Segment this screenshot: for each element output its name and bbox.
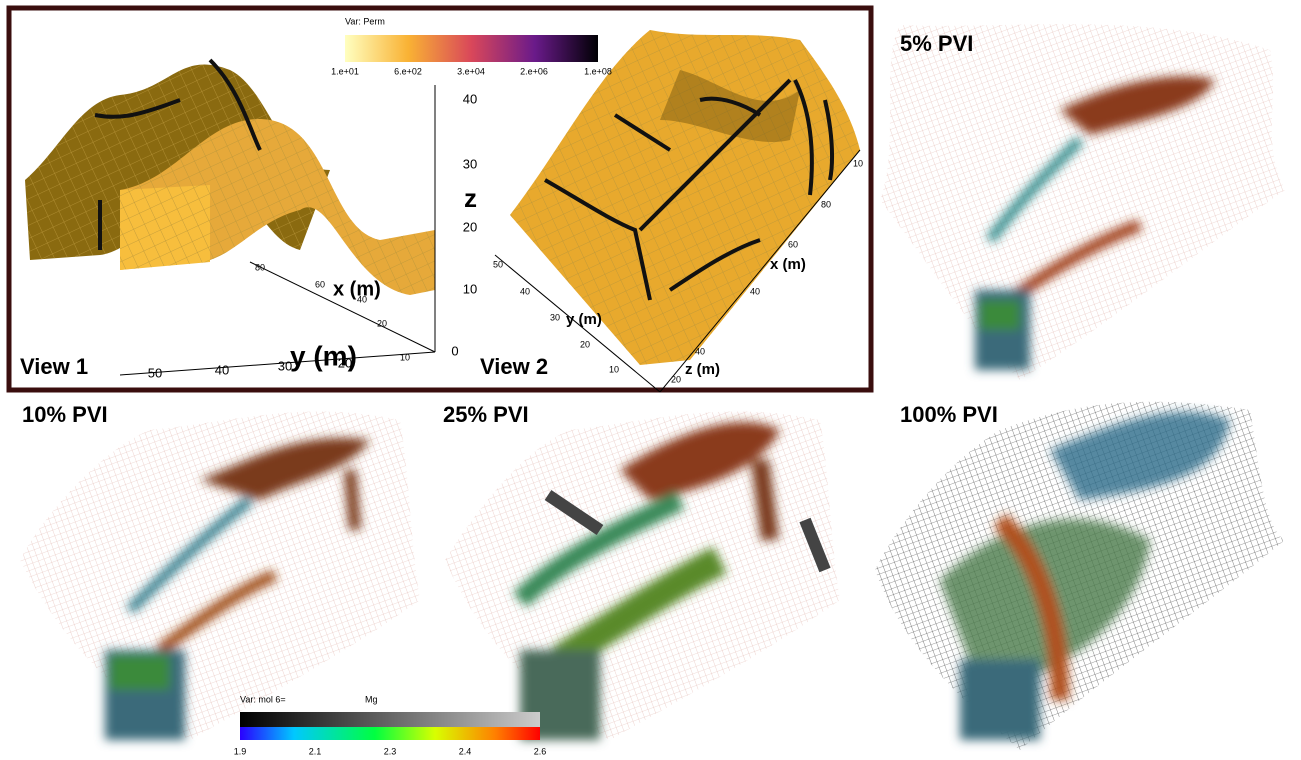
tick-label: 10 (853, 158, 863, 168)
tick-label: 20 (580, 339, 590, 349)
tick-label: 3.e+04 (457, 66, 485, 76)
tick-label: 10 (609, 364, 619, 374)
tick-label: 40 (357, 294, 367, 304)
tick-label: 50 (493, 259, 503, 269)
tick-label: 2.3 (384, 746, 397, 756)
panel-label: 10% PVI (22, 402, 108, 427)
tick-label: 10 (463, 281, 477, 296)
tick-label: 20 (671, 374, 681, 384)
pvi-25-render (445, 411, 840, 740)
pvi-5-render (880, 24, 1285, 380)
tick-label: 6.e+02 (394, 66, 422, 76)
panel-label: 25% PVI (443, 402, 529, 427)
tick-label: 40 (750, 286, 760, 296)
tick-label: 1.e+08 (584, 66, 612, 76)
tick-label: 20 (338, 355, 352, 370)
perm-colorbar (345, 35, 598, 62)
tick-label: 2.4 (459, 746, 472, 756)
axis-label: z (m) (685, 361, 720, 378)
axis-label: y (m) (566, 311, 602, 328)
tick-label: 1.e+01 (331, 66, 359, 76)
view-label: View 1 (20, 354, 88, 379)
mg-colorbar (240, 727, 540, 740)
tick-label: 20 (377, 318, 387, 328)
panel-label: 100% PVI (900, 402, 998, 427)
tick-label: 2.1 (309, 746, 322, 756)
pvi-10-render (20, 411, 420, 740)
view-label: View 2 (480, 354, 548, 379)
tick-label: 60 (788, 239, 798, 249)
colorbar-title: Var: mol 6= (240, 694, 286, 704)
tick-label: 1.9 (234, 746, 247, 756)
tick-label: 80 (821, 199, 831, 209)
tick-label: 2.6 (534, 746, 547, 756)
tick-label: 0 (451, 343, 458, 358)
tick-label: 30 (463, 156, 477, 171)
axis-label: x (m) (770, 256, 806, 273)
tick-label: 2.e+06 (520, 66, 548, 76)
tick-label: 60 (315, 279, 325, 289)
tick-label: 40 (520, 286, 530, 296)
tick-label: 50 (148, 365, 162, 380)
tick-label: 80 (255, 262, 265, 272)
colorbar-species: Mg (365, 694, 378, 704)
tick-label: 30 (550, 312, 560, 322)
tick-label: 10 (400, 352, 410, 362)
tick-label: 20 (463, 219, 477, 234)
tick-label: 40 (215, 362, 229, 377)
colorbar-title: Var: Perm (345, 16, 385, 26)
tick-label: 40 (463, 91, 477, 106)
figure: Var: Perm View 1 View 2 z x (m) y (m) x … (0, 0, 1301, 760)
tick-label: 30 (278, 358, 292, 373)
panel-label: 5% PVI (900, 31, 973, 56)
axis-label: z (464, 183, 477, 213)
tick-label: 40 (695, 346, 705, 356)
pvi-100-render (875, 402, 1285, 750)
opacity-ramp (240, 712, 540, 727)
